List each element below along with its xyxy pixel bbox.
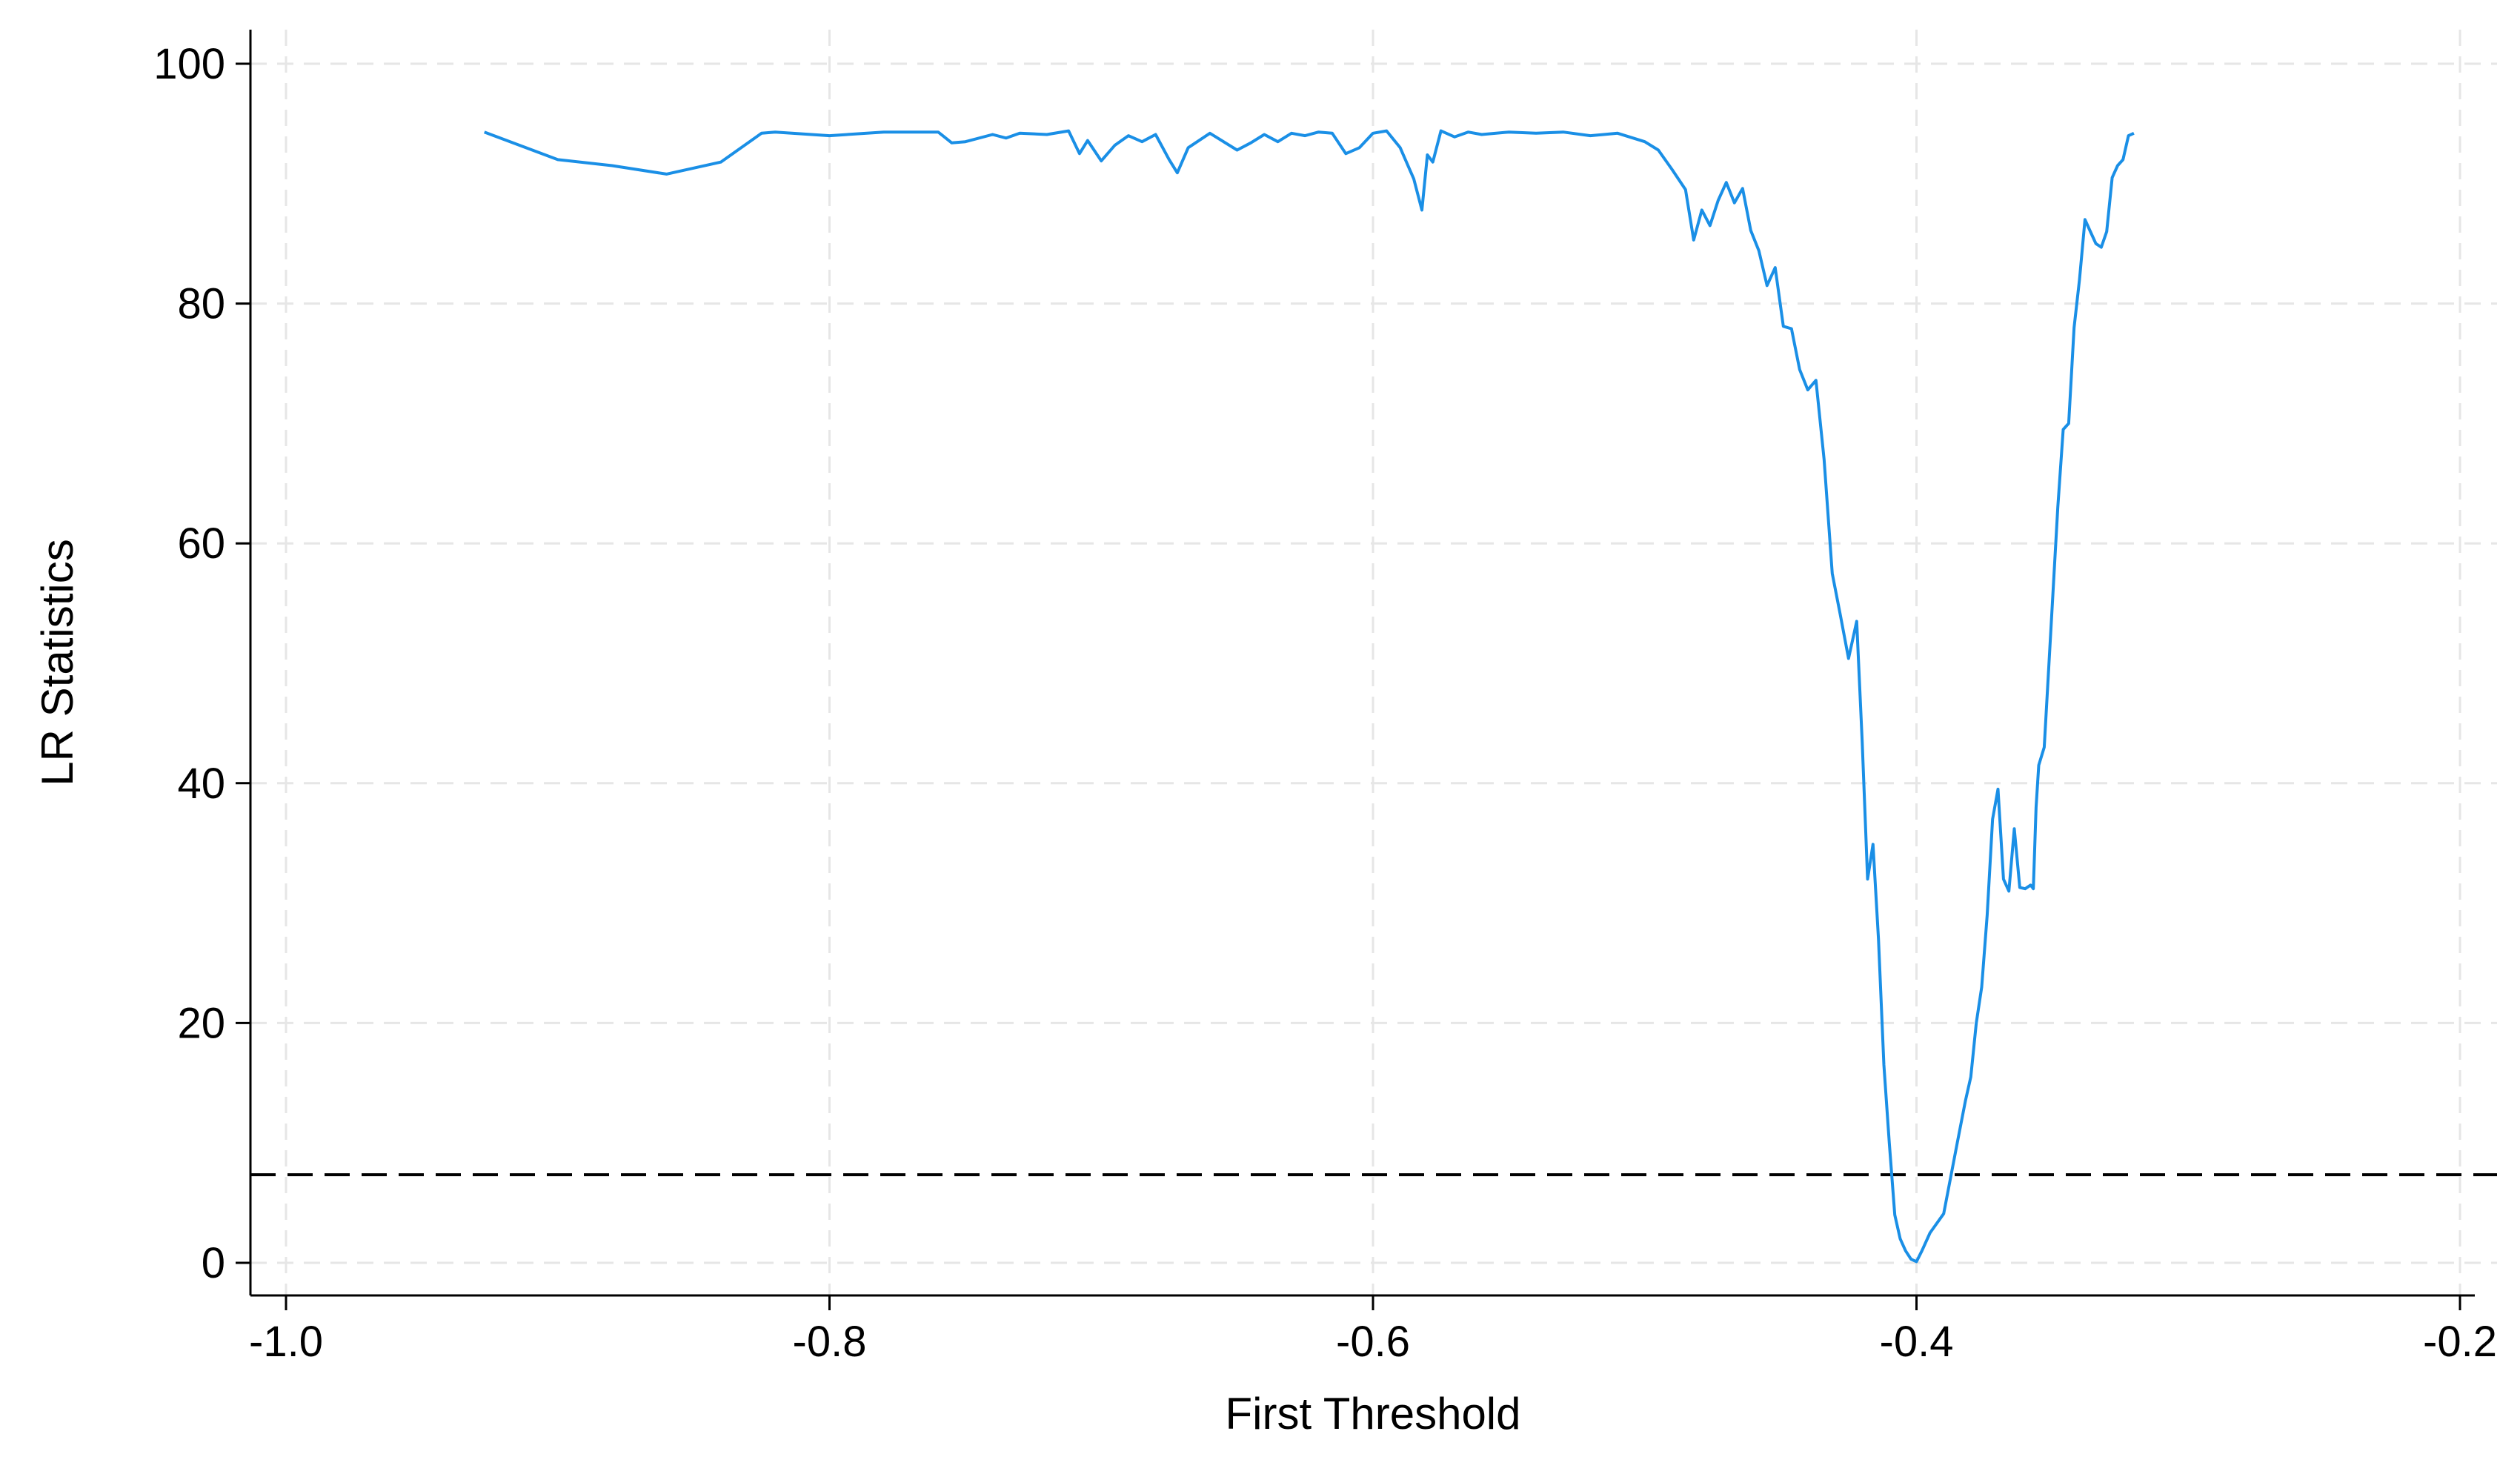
x-axis-title: First Threshold xyxy=(1225,1389,1520,1438)
y-tick-label: 40 xyxy=(177,760,225,808)
axes xyxy=(249,30,2475,1297)
x-tick-label: -0.4 xyxy=(1880,1318,1954,1366)
y-tick-label: 60 xyxy=(177,520,225,568)
x-tick-label: -1.0 xyxy=(249,1318,323,1366)
y-tick-label: 0 xyxy=(202,1239,225,1287)
y-axis-title: LR Statistics xyxy=(33,539,82,786)
x-tick-label: -0.6 xyxy=(1336,1318,1410,1366)
x-tick-label: -0.2 xyxy=(2423,1318,2497,1366)
gridlines xyxy=(250,30,2497,1295)
x-tick-label: -0.8 xyxy=(793,1318,867,1366)
y-tick-label: 100 xyxy=(153,40,225,88)
y-tick-label: 80 xyxy=(177,280,225,328)
y-axis-ticks: 0 20 40 60 80 100 xyxy=(153,40,250,1287)
x-axis-ticks: -1.0 -0.8 -0.6 -0.4 -0.2 xyxy=(249,1295,2497,1366)
y-tick-label: 20 xyxy=(177,999,225,1047)
lr-statistic-series-line xyxy=(483,129,2135,1264)
